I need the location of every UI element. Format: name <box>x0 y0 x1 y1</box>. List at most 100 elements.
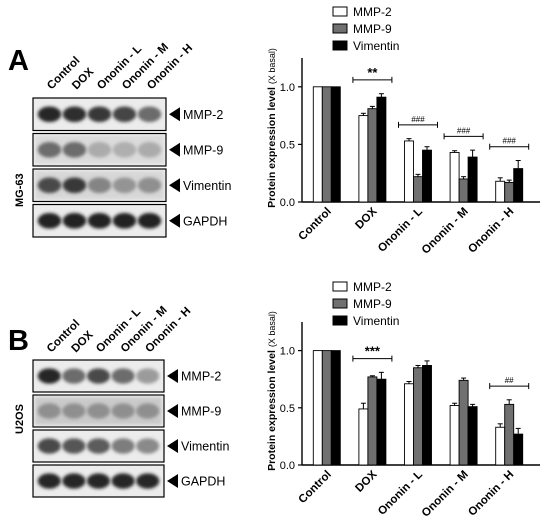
legend-label: Vimentin <box>353 39 399 53</box>
x-tick-label: DOX <box>353 468 379 494</box>
bar <box>413 367 423 466</box>
blot-band <box>112 177 137 194</box>
panel-a-blots: MMP-2 MMP-9 Vimentin GAPDH <box>32 97 231 238</box>
blot-band <box>62 177 87 194</box>
annotation-label: ### <box>503 137 517 146</box>
bar <box>422 149 432 203</box>
y-tick-label: 0.0 <box>280 460 295 472</box>
y-tick-label: 0.5 <box>280 139 295 151</box>
blot-band <box>37 106 62 123</box>
annotation-label: *** <box>365 344 381 359</box>
blot-band <box>136 473 160 489</box>
x-tick-label: DOX <box>353 205 379 231</box>
y-axis-label: Protein expression level (X basal) <box>266 48 278 208</box>
bar <box>504 403 515 466</box>
blot-band <box>62 438 86 454</box>
blot-band <box>37 212 62 229</box>
blot-band <box>111 368 135 384</box>
bar <box>467 406 478 466</box>
bar <box>467 156 478 203</box>
blot-band <box>137 106 162 123</box>
y-tick-label: 1.0 <box>280 82 295 94</box>
bar <box>312 86 323 203</box>
chart-a: MMP-2 MMP-9 Vimentin Protein expression lev… <box>266 5 540 257</box>
blot-band <box>62 212 87 229</box>
panel-b-cell-line: U2OS <box>14 404 26 434</box>
blot-band <box>37 473 61 489</box>
bar <box>413 176 423 203</box>
bar <box>504 181 515 203</box>
y-axis-label-unit: (X basal) <box>267 311 277 347</box>
annotation-label: ** <box>367 65 378 80</box>
blot-arrow-icon <box>167 369 178 383</box>
y-tick-label: 1.0 <box>280 346 295 358</box>
x-tick-label: Ononin - H <box>466 469 516 519</box>
bar <box>422 365 432 466</box>
bar <box>404 140 414 203</box>
annotation-label: ### <box>457 126 471 135</box>
legend-label: MMP-9 <box>353 22 392 36</box>
x-tick-label: Control <box>297 469 334 506</box>
x-tick-label: Ononin - M <box>420 206 471 257</box>
y-axis-label: Protein expression level (X basal) <box>266 311 278 471</box>
blot-band <box>112 212 137 229</box>
legend-label: MMP-2 <box>353 5 392 19</box>
blot-label: MMP-9 <box>181 405 221 419</box>
annotation-label: ### <box>411 115 425 124</box>
y-tick-label: 0.0 <box>280 197 295 209</box>
blot-band <box>137 141 162 158</box>
blot-band <box>37 403 61 419</box>
bar <box>404 383 414 466</box>
y-axis-label-text: Protein expression level <box>266 87 278 208</box>
blot-band <box>62 368 86 384</box>
legend-swatch <box>332 6 348 17</box>
blot-label: GAPDH <box>181 475 225 489</box>
annotation-label: ## <box>505 376 514 385</box>
blot-band <box>86 438 111 454</box>
blot-band <box>112 106 137 123</box>
blot-band <box>137 177 162 194</box>
blot-band <box>87 106 112 123</box>
blot-label: Vimentin <box>181 440 229 454</box>
blot-label: MMP-2 <box>183 108 223 122</box>
blot-band <box>87 212 112 229</box>
blot-band <box>62 403 86 419</box>
y-axis-label-text: Protein expression level <box>266 350 278 471</box>
y-tick-label: 0.5 <box>280 403 295 415</box>
panel-a-letter: A <box>8 45 29 77</box>
blot-band <box>37 368 61 384</box>
bar <box>321 350 332 466</box>
legend-swatch <box>332 281 348 292</box>
blot-arrow-icon <box>167 439 178 453</box>
blot-band <box>136 438 160 454</box>
bar <box>376 378 387 466</box>
blot-band <box>37 177 62 194</box>
blot-arrow-icon <box>169 142 180 157</box>
blot-arrow-icon <box>169 213 180 228</box>
legend-label: MMP-9 <box>353 297 392 311</box>
x-tick-label: Ononin - M <box>420 469 471 520</box>
blot-band <box>62 141 87 158</box>
y-axis-label-unit: (X basal) <box>267 48 277 84</box>
blot-band <box>62 106 87 123</box>
panel-b-letter: B <box>8 325 29 357</box>
panel-a-cell-line: MG-63 <box>14 173 26 207</box>
blot-arrow-icon <box>169 107 180 122</box>
x-tick-label: Ononin - L <box>376 469 425 518</box>
bar <box>321 86 332 203</box>
blot-band <box>37 438 61 454</box>
x-tick-label: Control <box>297 206 334 243</box>
legend-swatch <box>332 315 348 326</box>
legend-label: MMP-2 <box>353 280 392 294</box>
bar <box>330 86 341 203</box>
blot-band <box>136 368 160 384</box>
blot-label: Vimentin <box>183 179 231 193</box>
bar <box>358 115 369 203</box>
blot-band <box>37 141 62 158</box>
blot-band <box>111 438 135 454</box>
blot-band <box>86 473 111 489</box>
blot-band <box>112 141 137 158</box>
